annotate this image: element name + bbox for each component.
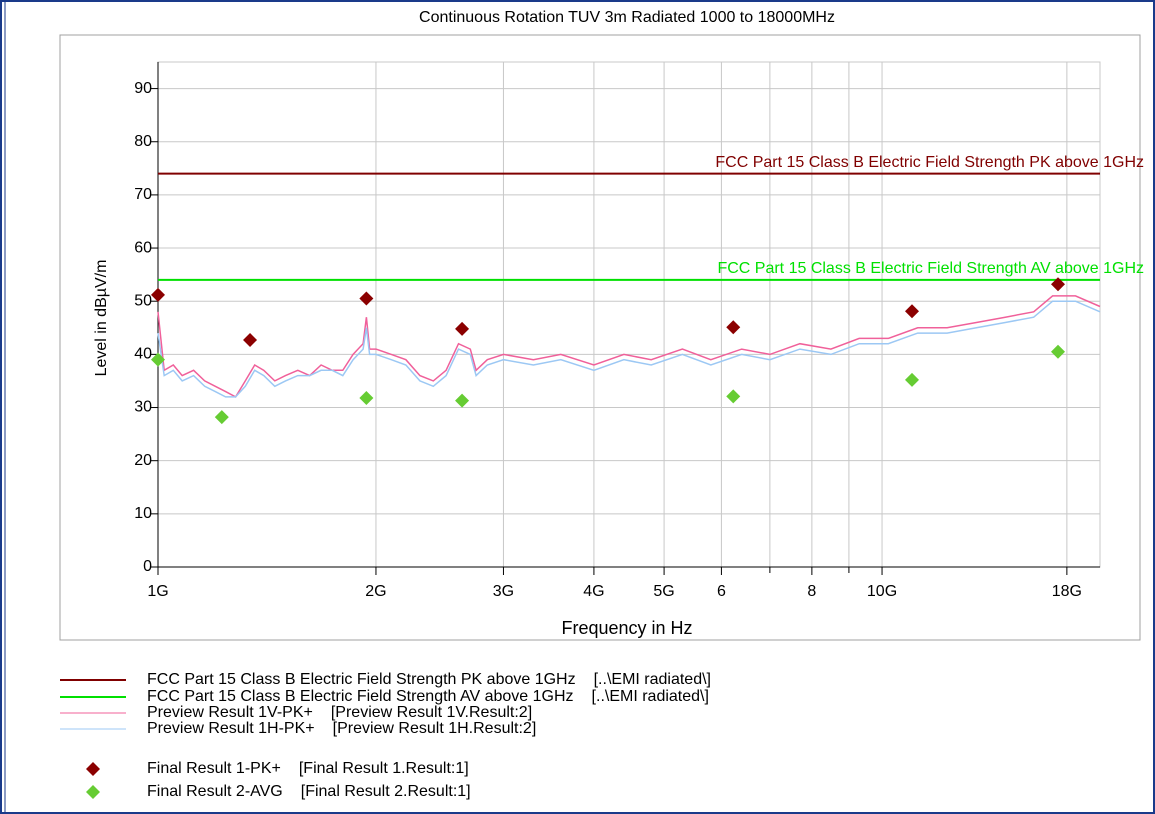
y-axis-label: Level in dBµV/m [93,260,110,377]
y-tick-label: 10 [134,505,152,522]
y-tick-label: 40 [134,346,152,363]
y-tick-label: 0 [143,558,152,575]
legend-symbol [86,762,100,776]
legend-name: Final Result 2-AVG [147,783,283,800]
legend-entry: Final Result 2-AVG [Final Result 2.Result… [147,783,471,800]
legend-name: Preview Result 1H-PK+ [147,720,315,737]
x-tick-label: 1G [147,583,168,600]
marker [214,410,229,425]
x-tick-label: 18G [1052,583,1082,600]
legend-source: [Final Result 2.Result:1] [301,783,471,800]
limit-label: FCC Part 15 Class B Electric Field Stren… [715,154,1144,171]
legend-entry: Final Result 1-PK+ [Final Result 1.Result… [147,760,469,777]
limit-label: FCC Part 15 Class B Electric Field Stren… [717,260,1144,277]
y-tick-label: 20 [134,452,152,469]
x-tick-label: 3G [493,583,514,600]
x-axis-label: Frequency in Hz [561,618,692,638]
legend-symbol [86,785,100,799]
plot-frame [59,34,1141,641]
legend-entry: FCC Part 15 Class B Electric Field Stren… [147,688,709,705]
legend-source: [Preview Result 1H.Result:2] [333,720,537,737]
x-tick-label: 2G [365,583,386,600]
x-tick-label: 4G [583,583,604,600]
legend-source: [..\EMI radiated\] [592,688,709,705]
x-tick-label: 5G [653,583,674,600]
marker [905,372,920,387]
marker [151,287,165,302]
legend-source: [..\EMI radiated\] [594,671,711,688]
chart-title: Continuous Rotation TUV 3m Radiated 1000… [419,9,835,26]
marker [1051,277,1066,292]
marker [726,320,741,335]
legend-name: FCC Part 15 Class B Electric Field Stren… [147,671,576,688]
legend-name: Final Result 1-PK+ [147,760,281,777]
marker [905,304,920,319]
trace-line [157,295,1101,398]
marker [359,390,374,405]
marker [151,352,165,367]
y-tick-label: 50 [134,292,152,309]
marker [455,321,470,336]
marker [1051,344,1066,359]
marker [243,333,258,348]
marker [455,393,470,408]
legend-entry: Preview Result 1H-PK+ [Preview Result 1H.… [147,720,536,737]
plot-area [157,61,1101,568]
x-tick-label: 10G [867,583,897,600]
x-tick-label: 6 [717,583,726,600]
legend-source: [Final Result 1.Result:1] [299,760,469,777]
legend-entry: FCC Part 15 Class B Electric Field Stren… [147,671,711,688]
y-tick-label: 70 [134,186,152,203]
legend-name: Preview Result 1V-PK+ [147,704,313,721]
marker [359,291,374,306]
trace-line [157,300,1101,398]
y-tick-label: 80 [134,133,152,150]
y-tick-label: 90 [134,80,152,97]
legend-source: [Preview Result 1V.Result:2] [331,704,532,721]
marker [726,389,741,404]
y-tick-label: 60 [134,239,152,256]
y-tick-label: 30 [134,399,152,416]
legend-entry: Preview Result 1V-PK+ [Preview Result 1V.… [147,704,532,721]
legend-name: FCC Part 15 Class B Electric Field Stren… [147,688,574,705]
x-tick-label: 8 [807,583,816,600]
